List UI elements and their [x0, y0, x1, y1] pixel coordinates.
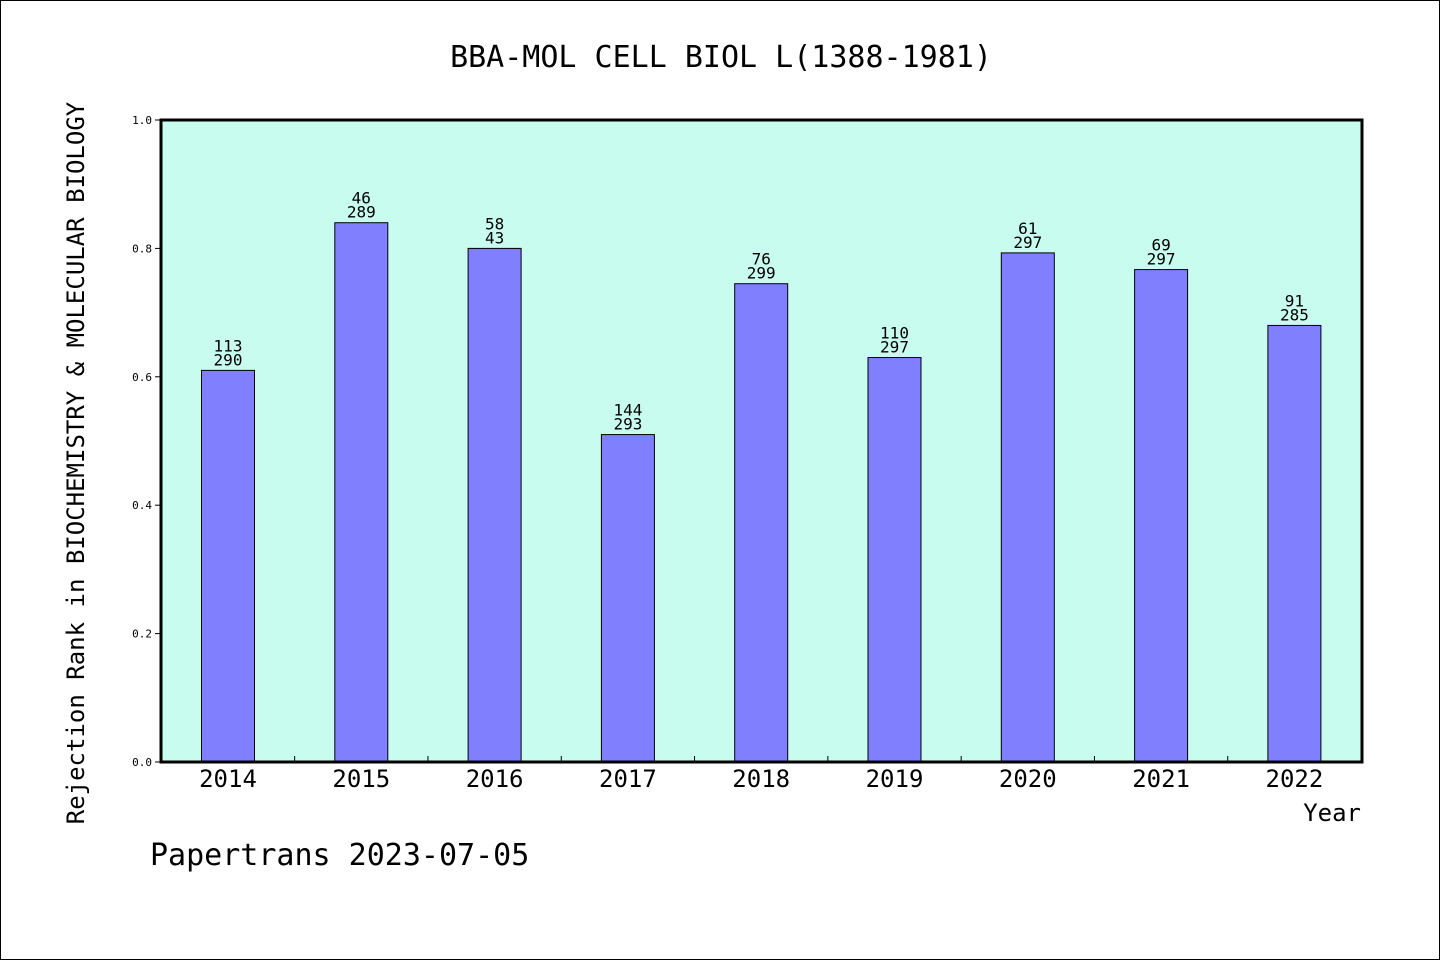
x-axis-label: Year — [1303, 799, 1361, 827]
x-tick-label: 2021 — [1132, 765, 1190, 793]
data-label-bottom: 299 — [747, 264, 776, 283]
bar-2021 — [1134, 269, 1189, 763]
y-tick-label: 1.0 — [132, 114, 152, 127]
x-tick-label: 2017 — [599, 765, 657, 793]
bars — [201, 222, 1322, 763]
x-tick-label: 2018 — [732, 765, 790, 793]
bar-2022 — [1267, 324, 1322, 763]
x-tick-label: 2020 — [999, 765, 1057, 793]
data-label-top: 69 — [1151, 236, 1170, 255]
bar-2017 — [600, 434, 655, 763]
data-label-top: 46 — [352, 189, 371, 208]
watermark: Papertrans 2023-07-05 — [150, 838, 529, 873]
x-axis-tick-labels: 2014 2015 2016 2017 2018 2019 2020 2021 2022 — [199, 765, 1323, 793]
bar-2016 — [467, 247, 522, 763]
data-label-top: 58 — [485, 214, 504, 233]
bar-2015 — [334, 222, 389, 763]
data-label-top: 144 — [613, 401, 642, 420]
y-tick-label: 0.8 — [132, 242, 152, 255]
bar-2018 — [734, 283, 789, 763]
data-label-top: 91 — [1285, 291, 1304, 310]
data-label-top: 110 — [880, 324, 909, 343]
bar-2020 — [1000, 252, 1055, 763]
data-label-bottom: 290 — [214, 350, 243, 369]
y-tick-label: 0.6 — [132, 371, 152, 384]
data-label-bottom: 297 — [1013, 233, 1042, 252]
y-axis-label: Rejection Rank in BIOCHEMISTRY & MOLECUL… — [62, 101, 90, 824]
bar-2019 — [867, 357, 922, 763]
y-tick-label: 0.4 — [132, 499, 152, 512]
chart-title: BBA-MOL CELL BIOL L(1388-1981) — [450, 40, 992, 75]
data-label-bottom: 289 — [347, 203, 376, 222]
x-tick-label: 2016 — [466, 765, 524, 793]
bar-2014 — [201, 369, 255, 763]
data-label-top: 61 — [1018, 219, 1037, 238]
data-label-bottom: 293 — [613, 415, 642, 434]
plot-border — [159, 118, 1364, 764]
data-label-bottom: 297 — [880, 338, 909, 357]
y-axis: 0.0 0.2 0.4 0.6 0.8 1.0 — [132, 114, 161, 769]
x-tick-label: 2019 — [866, 765, 924, 793]
x-tick-label: 2015 — [332, 765, 390, 793]
data-label-top: 113 — [214, 336, 243, 355]
data-label-bottom: 43 — [485, 228, 504, 247]
y-tick-label: 0.0 — [132, 756, 152, 769]
data-label-top: 76 — [752, 250, 771, 269]
x-tick-label: 2022 — [1266, 765, 1324, 793]
data-label-bottom: 285 — [1280, 305, 1309, 324]
x-tick-label: 2014 — [199, 765, 257, 793]
data-label-bottom: 297 — [1147, 250, 1176, 269]
y-tick-label: 0.2 — [132, 628, 152, 641]
